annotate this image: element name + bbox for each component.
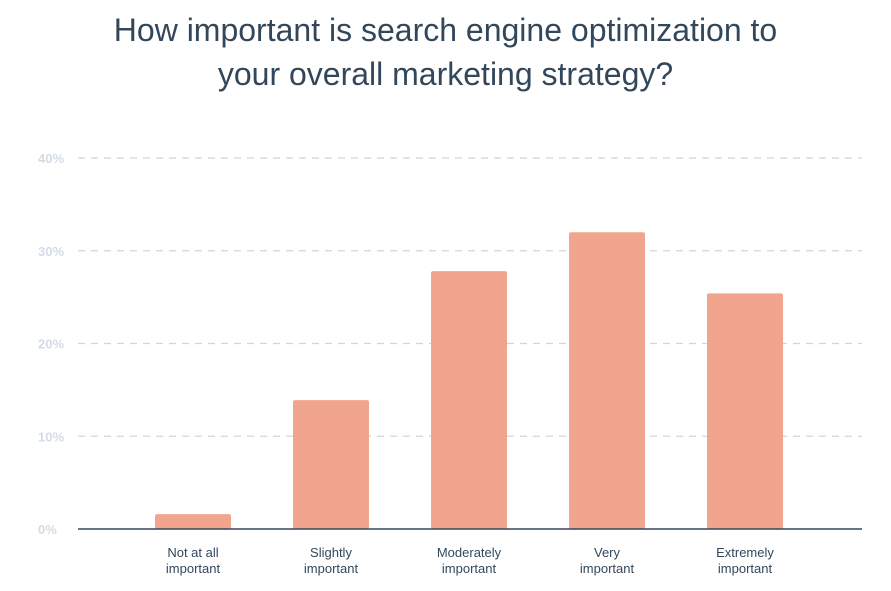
x-tick-label-line: important [718,561,773,576]
y-tick-label: 10% [38,429,64,444]
x-tick-label-line: Extremely [716,545,774,560]
x-tick-label-line: Moderately [437,545,502,560]
chart-title: How important is search engine optimizat… [0,8,891,96]
x-tick-label: Moderately important [437,545,502,576]
bars [155,232,783,529]
y-tick-label: 40% [38,151,64,166]
x-tick-label: Extremely important [716,545,774,576]
bar [155,514,231,529]
bar [431,271,507,529]
chart-title-line-1: How important is search engine optimizat… [113,12,778,48]
x-tick-label-line: important [442,561,497,576]
x-tick-label-line: Slightly [310,545,352,560]
x-tick-label-line: important [304,561,359,576]
x-tick-label-line: important [580,561,635,576]
bar [569,232,645,529]
bar [293,400,369,529]
chart-title-line-2: your overall marketing strategy? [217,56,674,92]
y-tick-label: 0% [38,522,57,537]
x-tick-label-line: important [166,561,221,576]
y-axis-ticks: 0% 10% 20% 30% 40% [38,151,64,537]
x-tick-label: Slightly important [304,545,359,576]
y-tick-label: 30% [38,244,64,259]
x-tick-label-line: Not at all [167,545,218,560]
x-tick-label: Not at all important [166,545,221,576]
bar [707,293,783,529]
x-tick-label-line: Very [594,545,621,560]
x-tick-label: Very important [580,545,635,576]
y-tick-label: 20% [38,337,64,352]
